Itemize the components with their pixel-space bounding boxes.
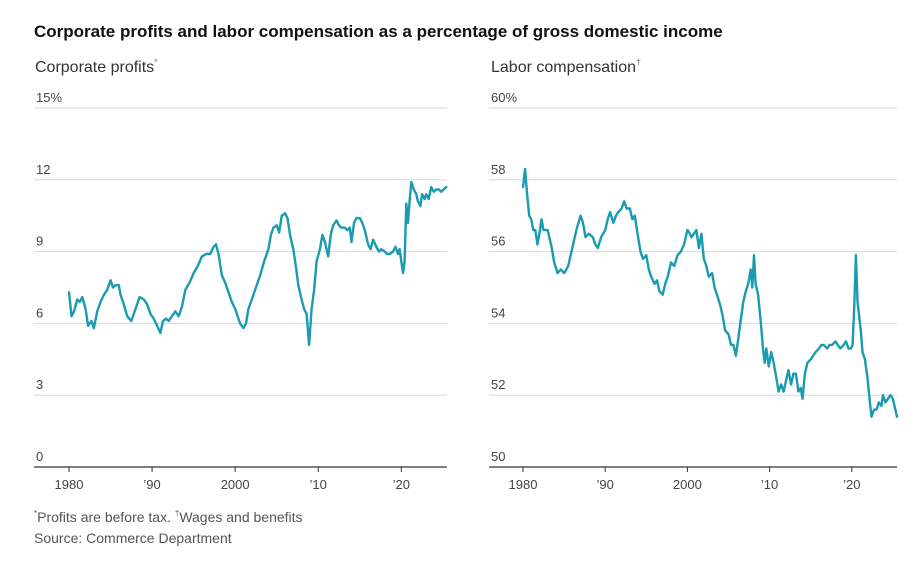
- x-tick-label: 1980: [55, 477, 84, 492]
- x-tick-label: ’10: [310, 477, 327, 492]
- left-panel-title: Corporate profits*: [35, 57, 158, 77]
- x-tick-label: ’20: [843, 477, 860, 492]
- y-tick-label: 15%: [36, 90, 62, 105]
- y-tick-label: 6: [36, 305, 43, 320]
- y-tick-label: 60%: [491, 90, 517, 105]
- corporate-profits-chart: 0 3 6 9 12 15% 1980 ’90 2000 ’10 ’20: [34, 90, 448, 492]
- x-tick-label: ’20: [393, 477, 410, 492]
- y-tick-label: 54: [491, 305, 505, 320]
- footnote-text-profits: Profits are before tax.: [37, 509, 175, 525]
- right-panel-title: Labor compensation†: [491, 57, 641, 77]
- left-panel-title-mark: *: [154, 57, 158, 67]
- x-tick-label: 2000: [673, 477, 702, 492]
- x-tick-label: 1980: [509, 477, 538, 492]
- y-tick-label: 9: [36, 234, 43, 249]
- series-line: [67, 181, 448, 347]
- x-tick-label: ’90: [143, 477, 160, 492]
- source-note: Source: Commerce Department: [34, 530, 232, 546]
- x-tick-label: ’90: [597, 477, 614, 492]
- left-panel-title-text: Corporate profits: [35, 59, 155, 76]
- chart-title: Corporate profits and labor compensation…: [34, 22, 723, 41]
- right-panel-title-text: Labor compensation: [491, 59, 636, 76]
- y-tick-label: 56: [491, 234, 505, 249]
- footnote-mark-profits: *: [34, 509, 38, 518]
- footnote-text-wages: Wages and benefits: [179, 509, 303, 525]
- y-tick-label: 58: [491, 162, 505, 177]
- y-tick-label: 12: [36, 162, 50, 177]
- series-line: [521, 167, 899, 418]
- right-panel-title-mark: †: [635, 57, 641, 67]
- labor-compensation-chart: 50 52 54 56 58 60% 1980 ’90 2000 ’10 ’20: [489, 90, 899, 492]
- footnote-mark-wages: †: [174, 509, 180, 518]
- x-tick-label: ’10: [761, 477, 778, 492]
- x-tick-label: 2000: [221, 477, 250, 492]
- y-tick-label: 52: [491, 377, 505, 392]
- footnote: *Profits are before tax. †Wages and bene…: [34, 509, 303, 525]
- y-tick-label: 3: [36, 377, 43, 392]
- y-tick-label: 50: [491, 449, 505, 464]
- y-tick-label: 0: [36, 449, 43, 464]
